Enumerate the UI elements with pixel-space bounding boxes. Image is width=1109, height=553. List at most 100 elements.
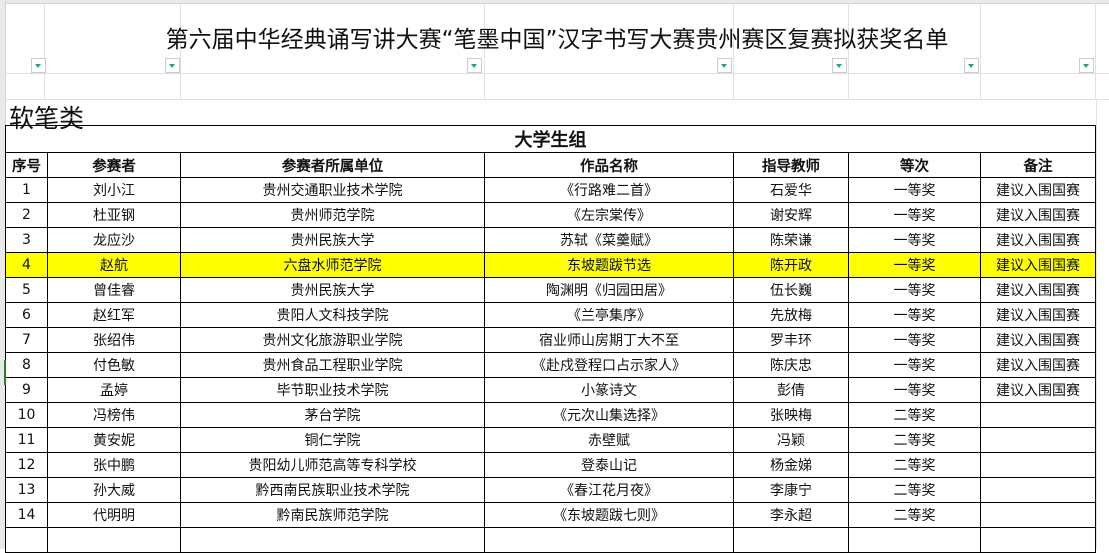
- cell-participant[interactable]: 龙应沙: [47, 227, 181, 253]
- cell-teacher[interactable]: 陈荣谦: [733, 227, 849, 253]
- cell-unit[interactable]: 贵州民族大学: [180, 277, 485, 303]
- cell-unit[interactable]: 茅台学院: [180, 402, 485, 428]
- cell-work[interactable]: 东坡题跋节选: [484, 252, 734, 278]
- cell-participant[interactable]: 黄安妮: [47, 427, 181, 453]
- cell-teacher[interactable]: 彭倩: [733, 377, 849, 403]
- cell-rank[interactable]: 一等奖: [848, 302, 981, 328]
- cell-participant[interactable]: 孙大威: [47, 477, 181, 503]
- cell-rank[interactable]: 二等奖: [848, 402, 981, 428]
- cell-participant[interactable]: 代明明: [47, 502, 181, 528]
- cell-note[interactable]: [980, 402, 1096, 428]
- cell-unit[interactable]: 贵州食品工程职业学院: [180, 352, 485, 378]
- cell-participant[interactable]: 赵红军: [47, 302, 181, 328]
- cell-teacher[interactable]: 冯颖: [733, 427, 849, 453]
- cell-rank[interactable]: 一等奖: [848, 377, 981, 403]
- cell-unit[interactable]: 贵州交通职业技术学院: [180, 177, 485, 203]
- cell-unit[interactable]: 贵阳人文科技学院: [180, 302, 485, 328]
- cell-participant[interactable]: 付色敏: [47, 352, 181, 378]
- filter-dropdown-icon[interactable]: [1079, 58, 1094, 73]
- cell-participant[interactable]: 杜亚钢: [47, 202, 181, 228]
- cell-teacher[interactable]: 李永超: [733, 502, 849, 528]
- cell-participant[interactable]: 赵航: [47, 252, 181, 278]
- cell-rank[interactable]: 一等奖: [848, 352, 981, 378]
- cell-note[interactable]: [980, 452, 1096, 478]
- cell-unit[interactable]: 贵州文化旅游职业学院: [180, 327, 485, 353]
- cell-index[interactable]: 13: [5, 477, 48, 503]
- cell-work[interactable]: 《元次山集选择》: [484, 402, 734, 428]
- cell-participant[interactable]: 孟婷: [47, 377, 181, 403]
- cell-note[interactable]: 建议入围国赛: [980, 227, 1096, 253]
- cell-note[interactable]: [980, 477, 1096, 503]
- cell-work[interactable]: 《兰亭集序》: [484, 302, 734, 328]
- cell-rank[interactable]: 二等奖: [848, 502, 981, 528]
- cell-rank[interactable]: 二等奖: [848, 477, 981, 503]
- cell-work[interactable]: 《行路难二首》: [484, 177, 734, 203]
- cell-index[interactable]: 1: [5, 177, 48, 203]
- cell-note[interactable]: 建议入围国赛: [980, 177, 1096, 203]
- cell-work[interactable]: 登泰山记: [484, 452, 734, 478]
- cell-note[interactable]: 建议入围国赛: [980, 352, 1096, 378]
- cell-work[interactable]: 陶渊明《归园田居》: [484, 277, 734, 303]
- cell-teacher[interactable]: 先放梅: [733, 302, 849, 328]
- cell-index[interactable]: 8: [5, 352, 48, 378]
- cell-teacher[interactable]: 杨金娣: [733, 452, 849, 478]
- cell-unit[interactable]: 铜仁学院: [180, 427, 485, 453]
- col-header-note[interactable]: 备注: [980, 152, 1096, 178]
- cell-work[interactable]: 《赴戍登程口占示家人》: [484, 352, 734, 378]
- cell-index[interactable]: 7: [5, 327, 48, 353]
- cell-index[interactable]: 9: [5, 377, 48, 403]
- cell-unit[interactable]: 贵阳幼儿师范高等专科学校: [180, 452, 485, 478]
- cell-unit[interactable]: 毕节职业技术学院: [180, 377, 485, 403]
- col-header-work[interactable]: 作品名称: [484, 152, 734, 178]
- cell-index[interactable]: 12: [5, 452, 48, 478]
- cell-note[interactable]: 建议入围国赛: [980, 377, 1096, 403]
- cell-teacher[interactable]: 陈开政: [733, 252, 849, 278]
- cell-teacher[interactable]: 罗丰环: [733, 327, 849, 353]
- cell-work[interactable]: 赤壁赋: [484, 427, 734, 453]
- cell-teacher[interactable]: 谢安辉: [733, 202, 849, 228]
- cell-participant[interactable]: 张绍伟: [47, 327, 181, 353]
- cell-note[interactable]: 建议入围国赛: [980, 302, 1096, 328]
- cell-index[interactable]: 14: [5, 502, 48, 528]
- filter-dropdown-icon[interactable]: [165, 58, 180, 73]
- cell-teacher[interactable]: 石爱华: [733, 177, 849, 203]
- cell-work[interactable]: 《左宗棠传》: [484, 202, 734, 228]
- cell-index[interactable]: 2: [5, 202, 48, 228]
- cell-work[interactable]: 《春江花月夜》: [484, 477, 734, 503]
- filter-dropdown-icon[interactable]: [717, 58, 732, 73]
- cell-participant[interactable]: 张中鹏: [47, 452, 181, 478]
- cell-rank[interactable]: 一等奖: [848, 202, 981, 228]
- cell-teacher[interactable]: 伍长巍: [733, 277, 849, 303]
- cell-index[interactable]: 5: [5, 277, 48, 303]
- cell-work[interactable]: 《东坡题跋七则》: [484, 502, 734, 528]
- cell-unit[interactable]: 黔南民族师范学院: [180, 502, 485, 528]
- cell-index[interactable]: 10: [5, 402, 48, 428]
- cell-participant[interactable]: 曾佳睿: [47, 277, 181, 303]
- cell-rank[interactable]: 一等奖: [848, 252, 981, 278]
- cell-rank[interactable]: 一等奖: [848, 277, 981, 303]
- cell-teacher[interactable]: 陈庆忠: [733, 352, 849, 378]
- cell-participant[interactable]: 刘小江: [47, 177, 181, 203]
- cell-unit[interactable]: 贵州民族大学: [180, 227, 485, 253]
- filter-dropdown-icon[interactable]: [964, 58, 979, 73]
- cell-note[interactable]: 建议入围国赛: [980, 252, 1096, 278]
- cell-index[interactable]: 4: [5, 252, 48, 278]
- cell-unit[interactable]: 贵州师范学院: [180, 202, 485, 228]
- cell-teacher[interactable]: 张映梅: [733, 402, 849, 428]
- cell-work[interactable]: 宿业师山房期丁大不至: [484, 327, 734, 353]
- group-label[interactable]: 大学生组: [5, 125, 1096, 153]
- cell-participant[interactable]: 冯榜伟: [47, 402, 181, 428]
- col-header-participant[interactable]: 参赛者: [47, 152, 181, 178]
- col-header-unit[interactable]: 参赛者所属单位: [180, 152, 485, 178]
- cell-rank[interactable]: 二等奖: [848, 427, 981, 453]
- cell-note[interactable]: 建议入围国赛: [980, 202, 1096, 228]
- cell-note[interactable]: 建议入围国赛: [980, 327, 1096, 353]
- cell-rank[interactable]: 一等奖: [848, 227, 981, 253]
- cell-index[interactable]: 6: [5, 302, 48, 328]
- cell-unit[interactable]: 黔西南民族职业技术学院: [180, 477, 485, 503]
- cell-note[interactable]: [980, 427, 1096, 453]
- filter-dropdown-icon[interactable]: [832, 58, 847, 73]
- cell-work[interactable]: 苏轼《菜羹赋》: [484, 227, 734, 253]
- filter-dropdown-icon[interactable]: [467, 58, 482, 73]
- cell-rank[interactable]: 一等奖: [848, 327, 981, 353]
